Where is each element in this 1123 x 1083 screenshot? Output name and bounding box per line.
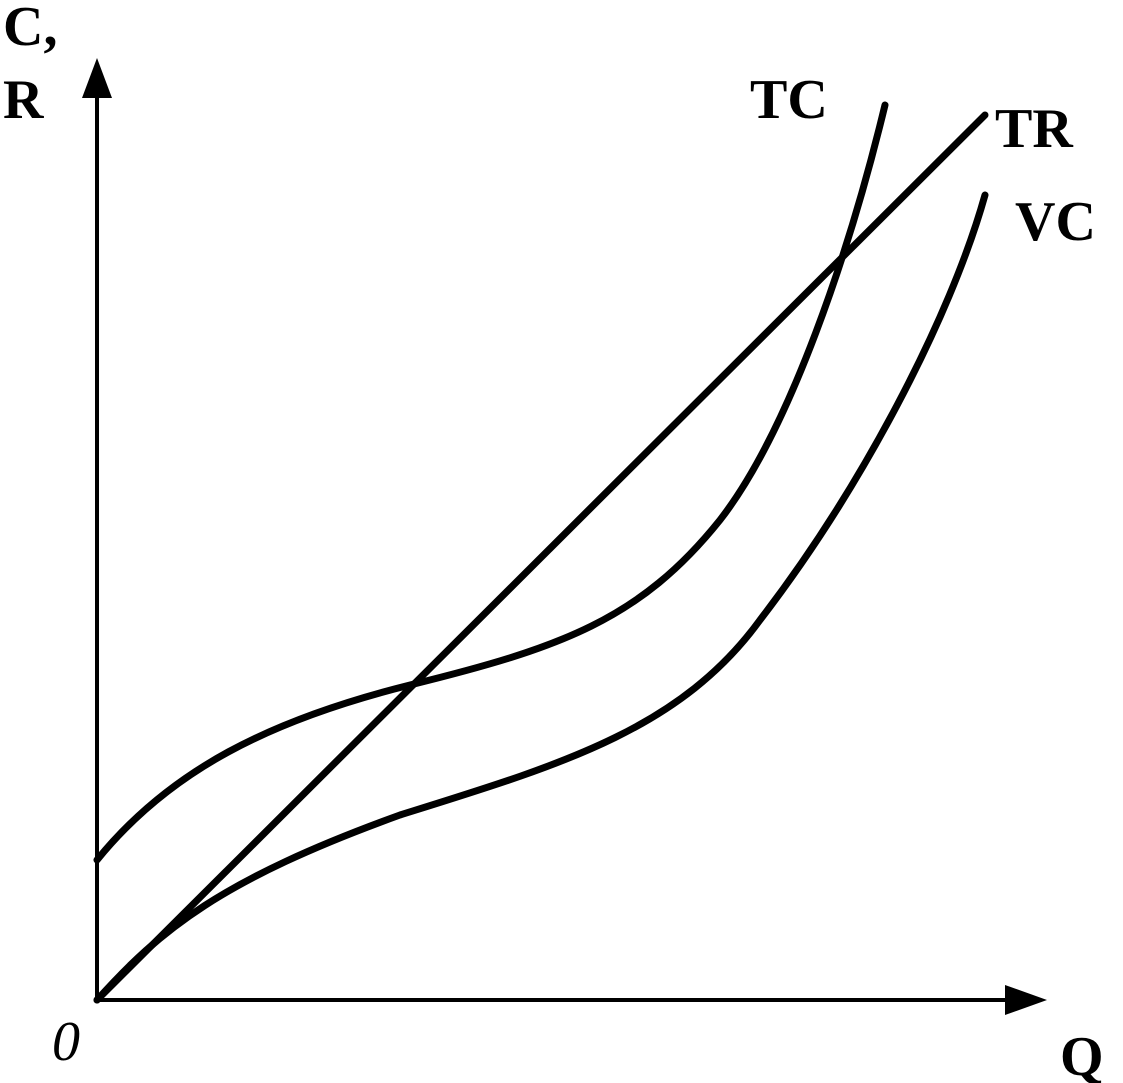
x-axis-arrow: [1005, 985, 1047, 1015]
y-axis-arrow: [82, 58, 112, 98]
y-label-line: R: [3, 69, 44, 131]
x-label: Q: [1060, 1026, 1104, 1083]
vc-curve: [93, 191, 989, 1004]
curve-label: VC: [1015, 191, 1096, 253]
curve-label: TC: [750, 69, 828, 131]
curve-label: TR: [995, 98, 1073, 160]
origin-label: 0: [52, 1011, 80, 1073]
tc-curve: [93, 101, 889, 864]
y-label-line: C,: [3, 0, 57, 58]
tr-line: [93, 111, 989, 1004]
